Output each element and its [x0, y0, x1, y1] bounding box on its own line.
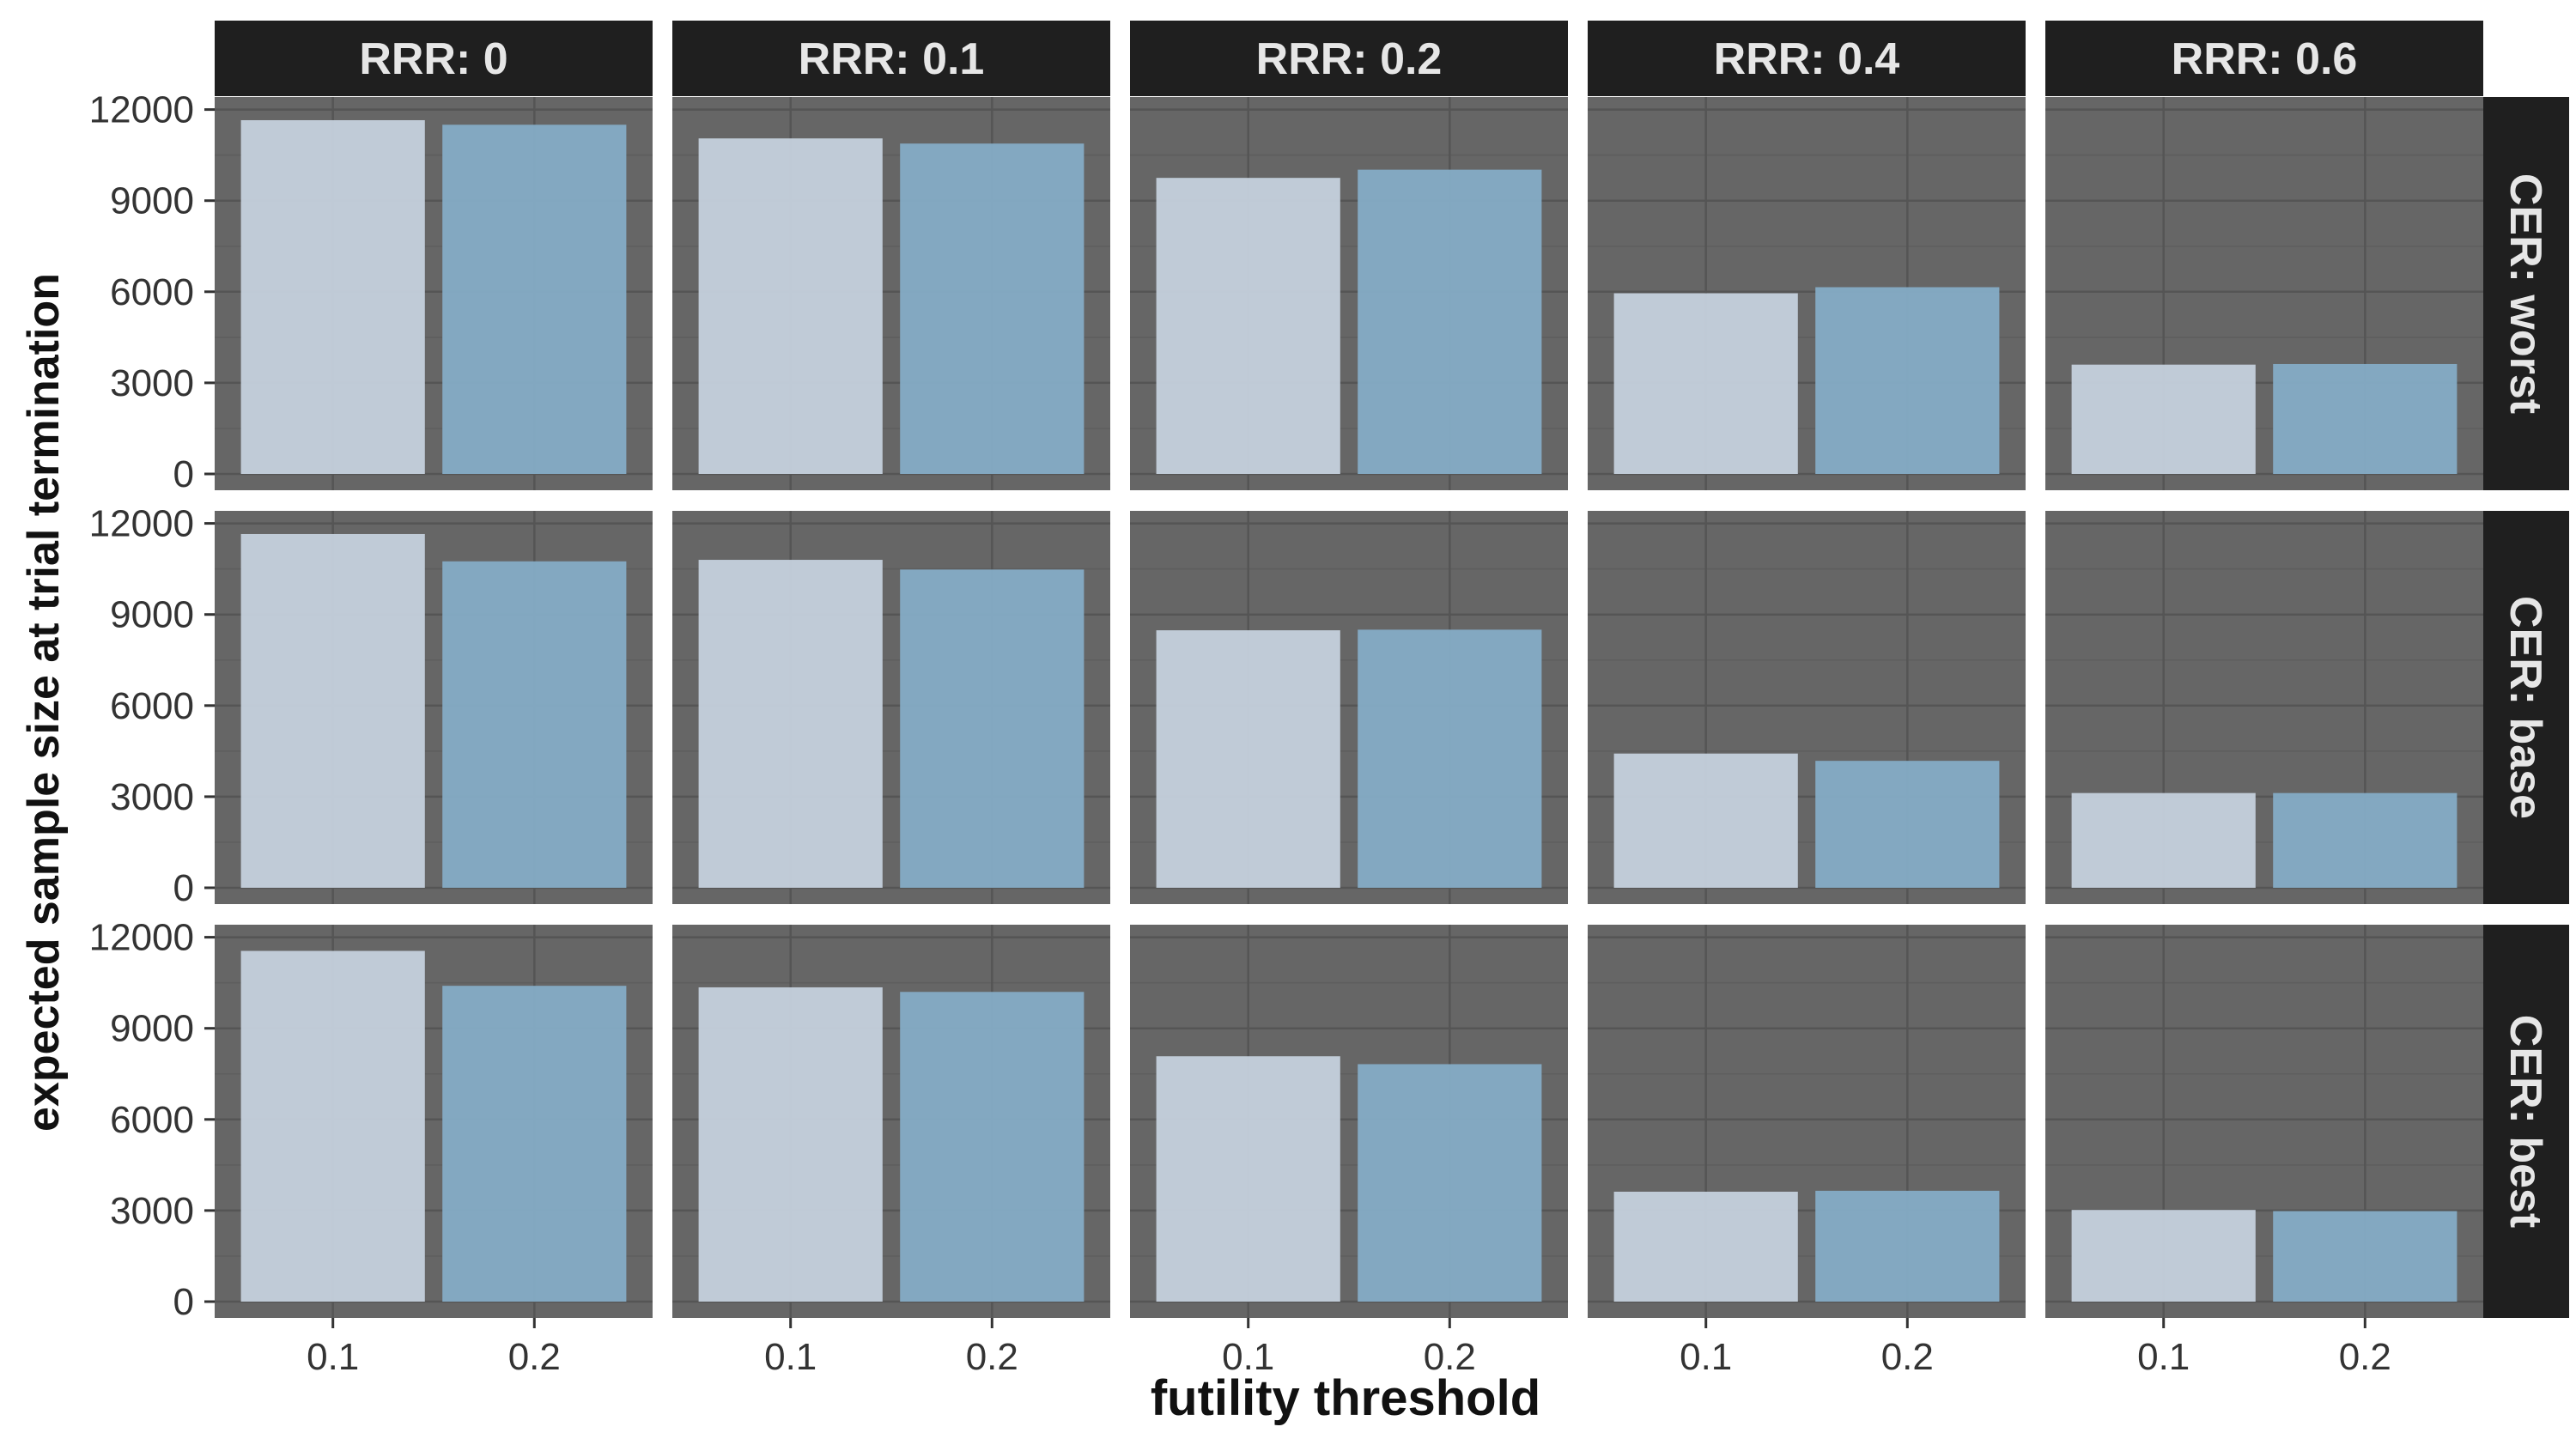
y-axis-title: expected sample size at trial terminatio…: [19, 273, 69, 1132]
bar-0.2: [1815, 287, 2000, 474]
row-strip-label: CER: worst: [2500, 173, 2550, 414]
bar-0.2: [1358, 629, 1542, 888]
bar-0.1: [1156, 630, 1340, 888]
x-tick-label: 0.1: [764, 1336, 817, 1378]
x-axis-title: futility threshold: [1151, 1370, 1540, 1426]
x-tick-label: 0.2: [966, 1336, 1018, 1378]
bar-0.1: [1613, 293, 1798, 474]
column-strip-label: RRR: 0.4: [1714, 34, 1900, 84]
bar-0.2: [2273, 363, 2458, 474]
row-strip-label: CER: base: [2500, 596, 2550, 819]
column-strip-label: RRR: 0: [359, 34, 507, 84]
row-strip-label: CER: best: [2500, 1015, 2550, 1228]
bar-0.1: [240, 950, 425, 1302]
column-strip-label: RRR: 0.2: [1256, 34, 1443, 84]
bar-0.2: [442, 986, 627, 1302]
bar-0.1: [1613, 753, 1798, 888]
bar-0.1: [1156, 1056, 1340, 1302]
bar-0.2: [1815, 1190, 2000, 1302]
y-tick-label: 9000: [110, 180, 194, 222]
y-tick-label: 0: [173, 453, 194, 495]
bar-0.1: [240, 533, 425, 888]
panels-layer: RRR: 0 RRR: 0.1 RRR: 0.2 RRR: 0.4 RRR: 0.6 CE…: [89, 21, 2569, 1378]
bar-0.1: [698, 560, 883, 888]
y-tick-label: 0: [173, 1281, 194, 1323]
y-tick-label: 9000: [110, 1008, 194, 1050]
bar-0.2: [442, 561, 627, 888]
column-strip: [1130, 21, 1568, 96]
bar-0.2: [900, 143, 1084, 474]
bar-0.1: [2071, 1210, 2256, 1302]
bar-0.2: [2273, 1211, 2458, 1302]
row-strip: [2483, 97, 2569, 490]
y-tick-label: 12000: [89, 917, 194, 959]
bar-0.2: [442, 124, 627, 474]
y-tick-label: 3000: [110, 1190, 194, 1232]
bar-0.2: [1358, 1064, 1542, 1302]
column-strip-label: RRR: 0.6: [2172, 34, 2358, 84]
bar-0.1: [1156, 178, 1340, 474]
x-tick-label: 0.2: [508, 1336, 561, 1378]
y-tick-label: 12000: [89, 89, 194, 131]
x-tick-label: 0.2: [1424, 1336, 1476, 1378]
bar-0.2: [900, 992, 1084, 1302]
row-strip: [2483, 925, 2569, 1318]
y-tick-label: 6000: [110, 271, 194, 313]
x-tick-label: 0.1: [2137, 1336, 2190, 1378]
bar-0.1: [240, 119, 425, 474]
bar-0.2: [2273, 792, 2458, 888]
column-strip: [1588, 21, 2026, 96]
column-strip-label: RRR: 0.1: [799, 34, 985, 84]
y-tick-label: 9000: [110, 594, 194, 636]
bar-0.2: [1815, 761, 2000, 888]
y-tick-label: 12000: [89, 503, 194, 545]
column-strip: [2045, 21, 2483, 96]
x-tick-label: 0.1: [307, 1336, 359, 1378]
bar-0.1: [698, 138, 883, 475]
y-tick-label: 3000: [110, 776, 194, 818]
x-tick-label: 0.2: [1881, 1336, 1934, 1378]
x-tick-label: 0.1: [1222, 1336, 1274, 1378]
y-tick-label: 0: [173, 867, 194, 909]
bar-0.2: [1358, 169, 1542, 475]
bar-0.1: [2071, 792, 2256, 888]
y-tick-label: 3000: [110, 362, 194, 404]
bar-0.1: [2071, 364, 2256, 474]
column-strip: [672, 21, 1110, 96]
y-tick-label: 6000: [110, 1099, 194, 1141]
y-tick-label: 6000: [110, 685, 194, 727]
column-strip: [215, 21, 653, 96]
bar-0.2: [900, 569, 1084, 888]
row-strip: [2483, 511, 2569, 904]
x-tick-label: 0.2: [2339, 1336, 2391, 1378]
bar-0.1: [1613, 1191, 1798, 1302]
bar-0.1: [698, 987, 883, 1302]
x-tick-label: 0.1: [1680, 1336, 1732, 1378]
